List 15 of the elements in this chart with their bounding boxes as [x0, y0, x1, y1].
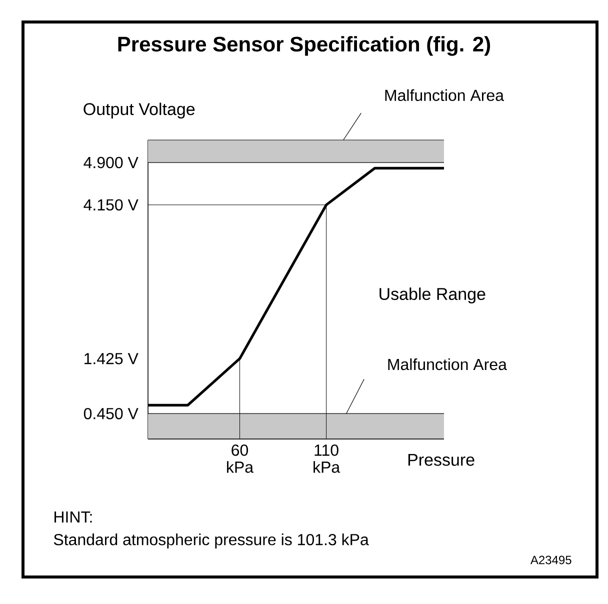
text: HINT:: [54, 511, 92, 522]
x-tick-label: 110 kPa: [314, 444, 340, 473]
x-tick-label: 60 kPa: [227, 444, 254, 473]
chart-title: Pressure Sensor Specification (fig. 2): [118, 36, 490, 56]
annotation: Usable Range: [380, 288, 486, 304]
text: A23495: [530, 556, 572, 564]
y-tick-label: 0.450 V: [84, 408, 138, 420]
band-label: Malfunction Area: [385, 89, 504, 102]
x-axis-title: Pressure: [408, 454, 474, 466]
y-tick-label: 1.425 V: [84, 352, 138, 364]
y-axis-title: Output Voltage: [84, 102, 195, 119]
y-tick-label: 4.900 V: [84, 156, 138, 168]
band-label: Malfunction Area: [388, 358, 507, 370]
y-tick-label: 4.150 V: [84, 199, 138, 211]
text: Standard atmospheric pressure is 101.3 kPa: [54, 534, 369, 548]
